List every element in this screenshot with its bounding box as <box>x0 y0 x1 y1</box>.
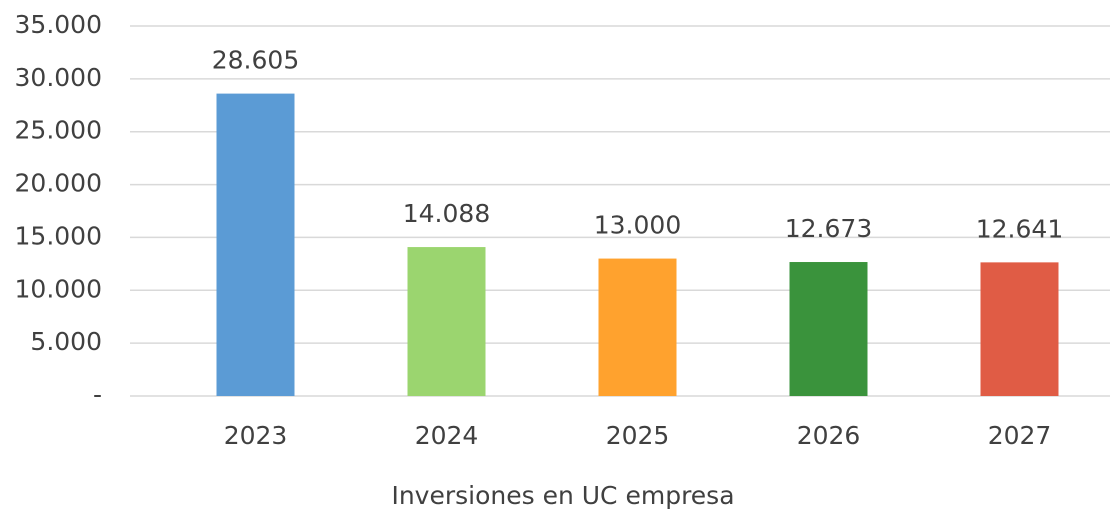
value-label: 13.000 <box>594 211 681 240</box>
y-tick-label: 35.000 <box>15 10 102 39</box>
bar <box>598 258 677 396</box>
y-tick-label: 15.000 <box>15 221 102 250</box>
x-tick-label: 2027 <box>988 421 1052 450</box>
chart-title: Inversiones en UC empresa <box>391 481 734 510</box>
y-tick-label: 5.000 <box>30 327 102 356</box>
y-tick-label: - <box>93 380 102 409</box>
value-label: 12.641 <box>976 214 1063 243</box>
x-tick-label: 2024 <box>415 421 479 450</box>
x-tick-label: 2026 <box>797 421 861 450</box>
value-label: 28.605 <box>212 46 299 75</box>
y-tick-label: 30.000 <box>15 63 102 92</box>
y-tick-label: 20.000 <box>15 169 102 198</box>
bar <box>789 262 868 396</box>
x-tick-label: 2025 <box>606 421 670 450</box>
bar <box>216 93 295 397</box>
y-tick-label: 25.000 <box>15 116 102 145</box>
value-label: 14.088 <box>403 199 490 228</box>
value-label: 12.673 <box>785 214 872 243</box>
y-tick-label: 10.000 <box>15 274 102 303</box>
bar <box>980 262 1059 396</box>
x-tick-label: 2023 <box>224 421 288 450</box>
bar <box>407 247 486 396</box>
